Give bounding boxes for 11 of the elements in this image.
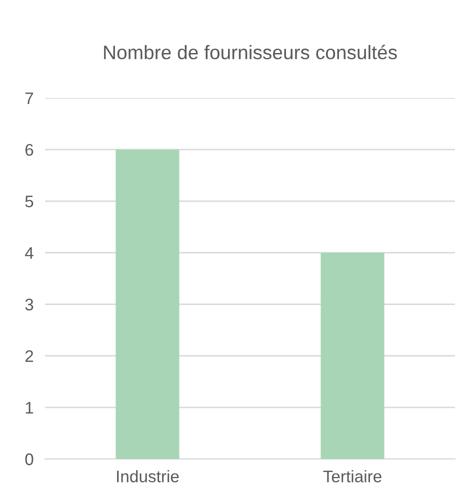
y-tick-label: 7 xyxy=(25,92,34,104)
y-tick-label: 1 xyxy=(26,402,34,414)
y-tick-label: 2 xyxy=(25,350,34,362)
y-tick-label: 3 xyxy=(25,298,34,310)
chart-title: Nombre de fournisseurs consultés xyxy=(104,44,397,60)
y-tick-label: 5 xyxy=(25,196,34,208)
y-tick-label: 0 xyxy=(25,453,34,466)
x-tick-label: Industrie xyxy=(117,470,179,482)
y-tick-label: 6 xyxy=(25,144,34,156)
x-tick-label: Tertiaire xyxy=(323,470,382,482)
y-tick-label: 4 xyxy=(25,247,34,259)
